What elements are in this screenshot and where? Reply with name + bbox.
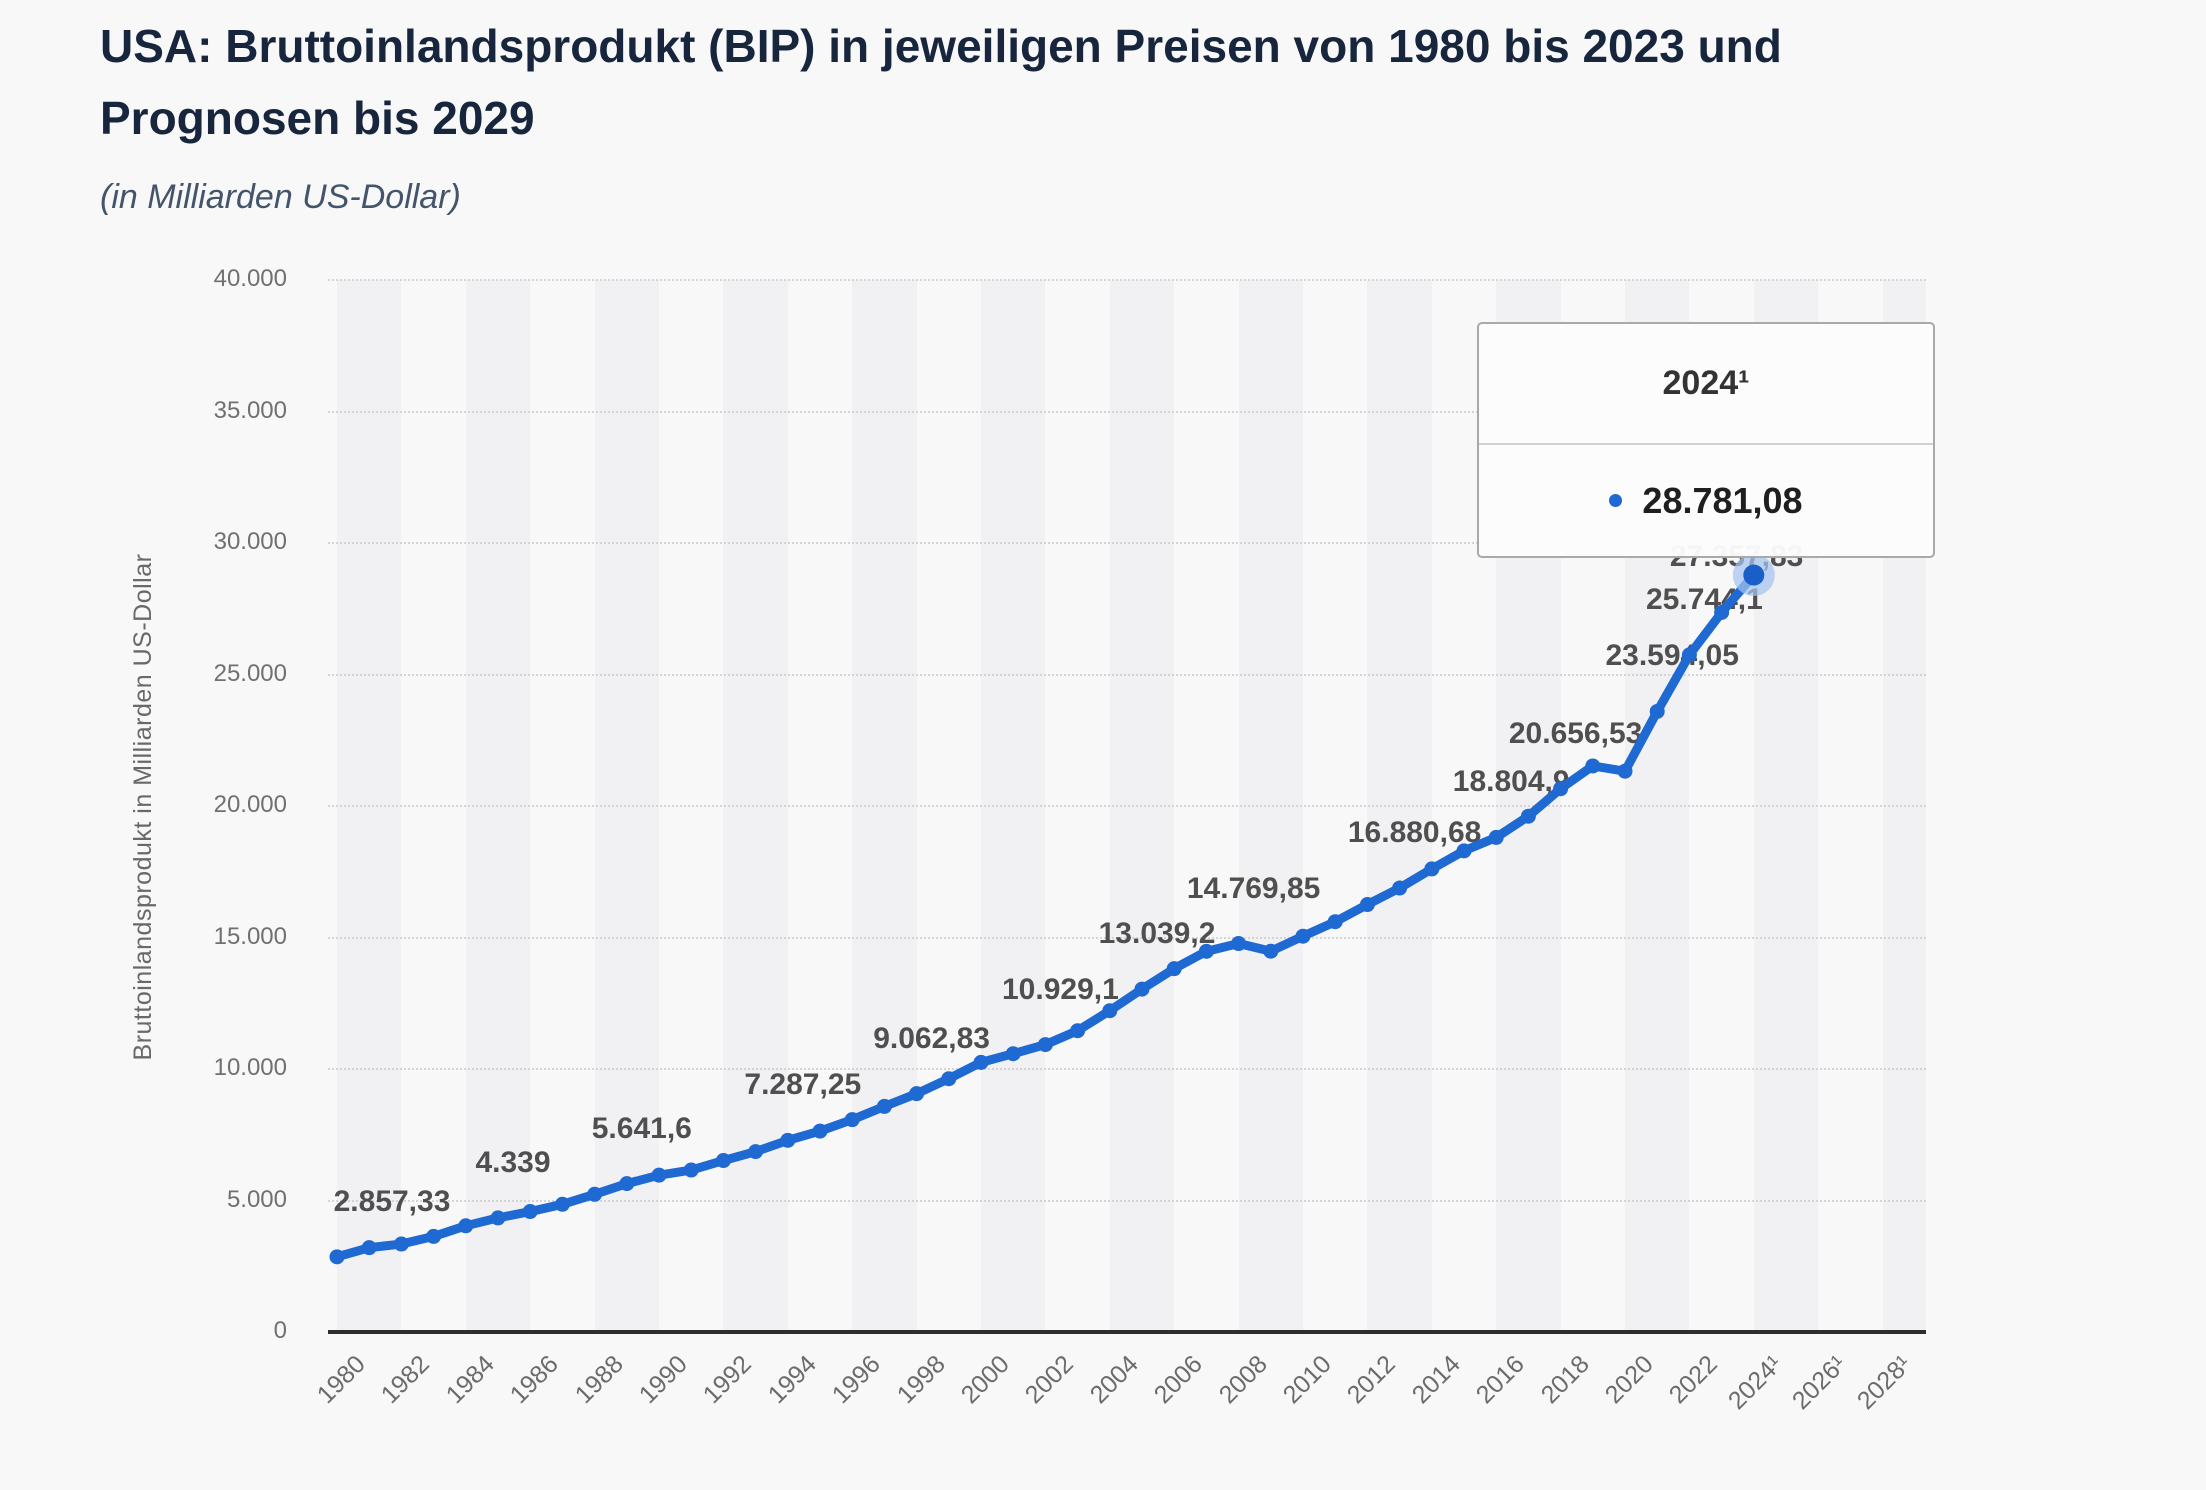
- chart-title: USA: Bruttoinlandsprodukt (BIP) in jewei…: [100, 10, 2180, 154]
- tooltip-value: 28.781,08: [1642, 479, 1803, 521]
- data-point-marker[interactable]: [1070, 1023, 1086, 1039]
- chart-title-line1: USA: Bruttoinlandsprodukt (BIP) in jewei…: [100, 20, 1782, 72]
- data-label: 13.039,2: [1098, 917, 1216, 951]
- y-tick-label: 25.000: [213, 659, 287, 687]
- data-label: 20.656,53: [1508, 716, 1643, 750]
- tooltip-year-label: 2024¹: [1479, 324, 1933, 445]
- chart-subtitle: (in Milliarden US-Dollar): [100, 178, 461, 216]
- data-label: 4.339: [475, 1145, 551, 1179]
- data-label: 10.929,1: [1002, 972, 1119, 1006]
- y-tick-label: 30.000: [213, 528, 287, 555]
- data-label: 7.287,25: [744, 1068, 862, 1102]
- tooltip-value-row: 28.781,08: [1479, 445, 1933, 556]
- data-label: 14.769,85: [1186, 871, 1321, 905]
- data-point-marker[interactable]: [1585, 758, 1601, 774]
- y-tick-label: 20.000: [213, 791, 287, 818]
- gridline: [328, 542, 1926, 544]
- tooltip-series-dot-icon: [1609, 494, 1623, 507]
- gridline: [328, 1199, 1926, 1202]
- y-tick-label: 5.000: [226, 1185, 287, 1213]
- data-label: 25.744,1: [1646, 582, 1763, 616]
- tooltip: 2024¹ 28.781,08: [1477, 322, 1935, 558]
- y-tick-label: 10.000: [213, 1054, 287, 1081]
- y-tick-label: 35.000: [213, 396, 287, 424]
- gridline: [328, 805, 1926, 807]
- chart-title-line2: Prognosen bis 2029: [100, 92, 535, 144]
- data-label: 2.857,33: [333, 1184, 451, 1218]
- data-point-marker[interactable]: [426, 1228, 442, 1244]
- y-tick-label: 15.000: [213, 922, 287, 950]
- y-tick-label: 0: [273, 1317, 287, 1344]
- data-point-marker[interactable]: [941, 1071, 957, 1087]
- gridline: [328, 410, 1926, 413]
- data-point-marker[interactable]: [683, 1162, 699, 1178]
- data-label: 5.641,6: [591, 1111, 692, 1145]
- gridline: [328, 673, 1926, 676]
- gridline: [328, 279, 1926, 281]
- gridline: [328, 1068, 1926, 1070]
- data-label: 23.594,05: [1605, 639, 1739, 673]
- y-tick-label: 40.000: [213, 265, 287, 292]
- data-label: 16.880,68: [1347, 816, 1482, 850]
- data-label: 18.804,9: [1452, 765, 1570, 799]
- x-axis-line: [328, 1330, 1926, 1334]
- data-point-marker[interactable]: [812, 1123, 828, 1139]
- data-point-marker[interactable]: [1327, 914, 1343, 930]
- data-label: 9.062,83: [873, 1021, 990, 1055]
